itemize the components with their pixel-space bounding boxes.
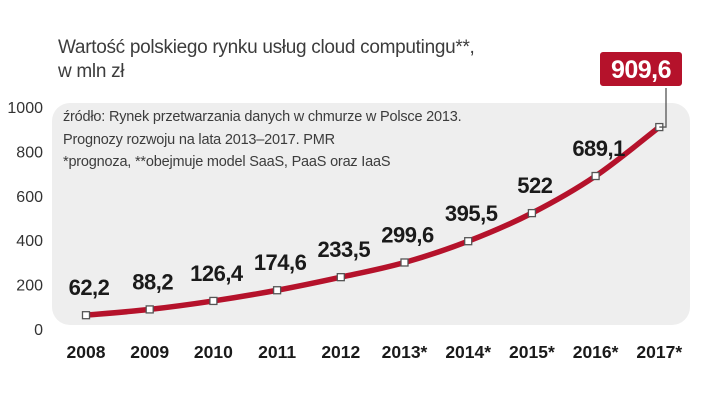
data-label: 689,1 (572, 136, 625, 161)
x-tick-label: 2017* (636, 342, 682, 362)
y-tick-label: 0 (34, 322, 43, 339)
data-point-marker (527, 208, 537, 218)
x-tick-label: 2012 (321, 342, 360, 362)
data-point-marker (81, 311, 91, 320)
data-label: 233,5 (318, 237, 371, 262)
chart-subtitle: w mln zł (58, 61, 125, 82)
source-note: źródło: Rynek przetwarzania danych w chm… (63, 109, 462, 125)
x-tick-label: 2011 (258, 342, 296, 362)
data-label: 395,5 (445, 201, 498, 226)
data-label: 522 (517, 173, 552, 198)
y-tick-label: 200 (16, 278, 43, 295)
chart-notes: źródło: Rynek przetwarzania danych w chm… (63, 106, 462, 174)
data-label: 174,6 (254, 250, 307, 275)
data-label: 299,6 (381, 222, 434, 247)
data-point-marker (272, 286, 282, 295)
chart-title-block: Wartość polskiego rynku usług cloud comp… (58, 36, 475, 84)
x-tick-label: 2009 (130, 342, 169, 362)
data-point-marker (400, 258, 409, 267)
footnote: *prognoza, **obejmuje model SaaS, PaaS o… (63, 154, 391, 170)
highlight-data-label: 909,6 (611, 56, 671, 84)
series-line (83, 124, 663, 318)
data-point-marker (209, 296, 218, 306)
x-tick-label: 2015* (509, 342, 555, 362)
data-label: 88,2 (132, 269, 173, 294)
forecast-note: Prognozy rozwoju na lata 2013–2017. PMR (63, 131, 335, 148)
data-label: 62,2 (69, 275, 110, 300)
chart-title: Wartość polskiego rynku usług cloud comp… (58, 37, 475, 58)
y-tick-label: 400 (16, 233, 43, 250)
highlight-leader-line (659, 87, 667, 128)
x-tick-label: 2016* (573, 342, 619, 362)
data-point-marker (336, 273, 345, 282)
y-tick-label: 1000 (7, 100, 43, 117)
x-tick-label: 2008 (67, 342, 106, 362)
y-tick-label: 600 (16, 189, 43, 206)
data-label: 126,4 (190, 261, 244, 286)
data-point-marker (591, 171, 600, 181)
y-tick-label: 800 (16, 144, 43, 161)
x-tick-label: 2014* (445, 342, 491, 362)
highlight-box (598, 50, 684, 88)
x-tick-label: 2010 (194, 342, 233, 362)
data-point-marker (145, 305, 154, 314)
data-point-marker (464, 237, 473, 246)
plot-panel (52, 103, 690, 325)
x-tick-label: 2013* (382, 342, 428, 362)
